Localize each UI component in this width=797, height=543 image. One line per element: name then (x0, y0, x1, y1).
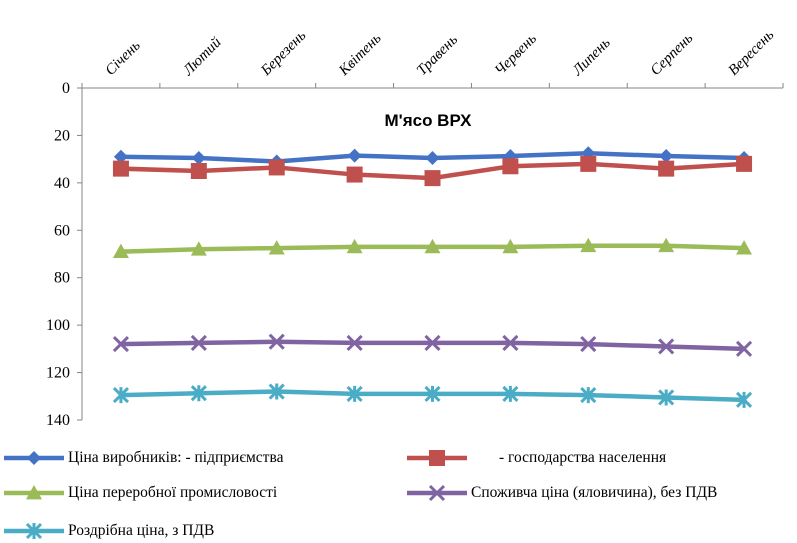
legend-swatch (407, 450, 467, 466)
y-tick-label: 120 (46, 365, 70, 382)
data-point (25, 522, 43, 540)
legend-swatch (4, 522, 64, 540)
data-point (580, 237, 597, 253)
series-2 (112, 155, 753, 187)
x-tick-label: Січень (102, 38, 143, 79)
data-point (425, 150, 440, 165)
legend-item: Споживча ціна (яловичина), без ПДВ (405, 483, 717, 503)
data-point (268, 383, 285, 400)
data-point (659, 149, 674, 164)
data-point (112, 243, 129, 259)
data-point (346, 385, 363, 402)
x-tick-label: Серпень (648, 30, 697, 79)
legend-label: Споживча ціна (яловичина), без ПДВ (471, 484, 718, 501)
data-point (502, 238, 519, 254)
data-point (112, 160, 129, 177)
y-tick-label: 100 (46, 317, 70, 334)
data-point (191, 150, 206, 165)
series-1 (113, 146, 752, 169)
chart: М'ясо ВРХ 0 20 40 60 80 100 120 140 Січень Лютий Б… (46, 27, 784, 429)
legend-item: Ціна переробної промисловості (2, 483, 277, 503)
data-point (268, 333, 285, 350)
data-point (347, 148, 362, 163)
data-point (658, 338, 675, 355)
y-tick-label: 40 (54, 175, 70, 192)
data-point (190, 385, 207, 402)
data-point (27, 451, 41, 465)
y-tick-label: 0 (62, 80, 70, 97)
x-tick-label: Березень (258, 28, 310, 80)
series-5 (112, 383, 753, 408)
data-point (26, 485, 42, 500)
legend-swatch (407, 484, 467, 502)
data-point (580, 387, 597, 404)
data-point (428, 484, 446, 502)
y-tick-label: 20 (54, 127, 70, 144)
data-point (268, 240, 285, 255)
data-point (736, 155, 753, 172)
y-tick-label: 80 (54, 270, 70, 287)
data-point (736, 240, 753, 255)
data-point (190, 241, 207, 256)
x-tick-label: Травень (414, 32, 461, 79)
data-point (658, 237, 675, 253)
data-point (346, 166, 363, 183)
x-tick-label: Липень (569, 35, 614, 80)
legend-item: - господарства населення (405, 448, 666, 468)
axes: 0 20 40 60 80 100 120 140 Січень Лютий Березень Кві… (46, 27, 784, 429)
data-point (112, 387, 130, 404)
data-point (424, 334, 441, 351)
data-point (190, 163, 207, 179)
data-point (735, 391, 753, 408)
legend-swatch (4, 485, 64, 500)
data-point (424, 385, 441, 402)
legend-label: Роздрібна ціна, з ПДВ (68, 522, 215, 539)
legend-item: Ціна виробників: - підприємства (2, 448, 283, 468)
data-point (424, 238, 441, 254)
data-point (429, 450, 445, 466)
data-point (502, 334, 519, 351)
legend-label: - господарства населення (499, 449, 667, 466)
data-point (735, 340, 753, 357)
x-tick-label: Червень (492, 31, 540, 79)
series-3 (112, 237, 753, 259)
data-point (346, 334, 363, 351)
legend: Ціна виробників: - підприємства - господа… (0, 446, 797, 543)
legend-swatch (4, 451, 64, 465)
x-tick-label: Квітень (335, 30, 384, 79)
data-point (190, 334, 207, 351)
legend-label: Ціна переробної промисловості (68, 484, 278, 501)
data-point (580, 336, 597, 353)
data-point (502, 158, 519, 175)
data-point (112, 336, 130, 353)
y-tick-label: 140 (46, 412, 70, 429)
series-layer (112, 146, 753, 408)
series-4 (112, 333, 753, 357)
data-point (424, 170, 441, 187)
data-point (502, 385, 519, 402)
legend-item: Роздрібна ціна, з ПДВ (2, 521, 214, 541)
data-point (658, 389, 675, 406)
x-tick-label: Лютий (180, 34, 225, 79)
data-point (113, 149, 128, 164)
data-point (658, 160, 675, 177)
legend-label: Ціна виробників: - підприємства (68, 449, 284, 466)
data-point (580, 155, 597, 172)
data-point (346, 238, 363, 254)
y-tick-label: 60 (54, 222, 70, 239)
chart-title: М'ясо ВРХ (385, 111, 473, 130)
data-point (268, 159, 285, 176)
x-tick-label: Вересень (726, 27, 778, 79)
